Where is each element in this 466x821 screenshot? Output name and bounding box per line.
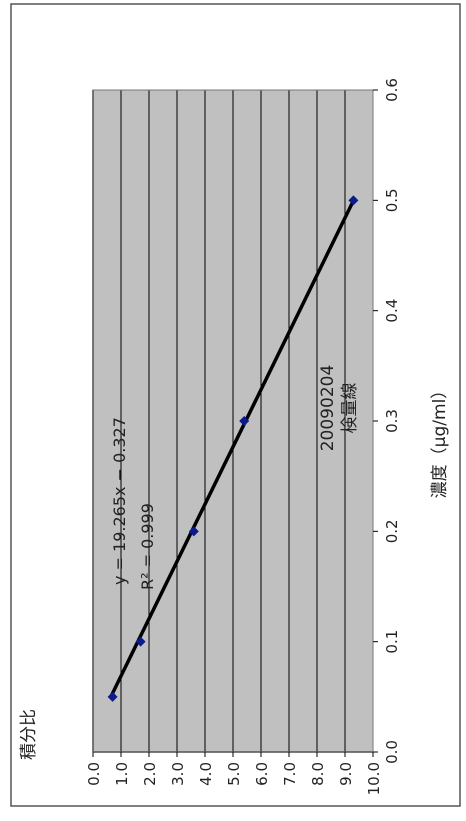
x-tick-label: 0.2 xyxy=(383,519,401,543)
chart-title-line2: 検量線 xyxy=(340,383,360,434)
y-tick-label: 8.0 xyxy=(309,762,327,786)
x-tick-label: 0.1 xyxy=(383,630,401,654)
x-axis-label: 濃度（μg/ml） xyxy=(430,382,450,499)
tick-labels: 0.0 1.0 2.0 3.0 4.0 5.0 6.0 7.0 8.0 9.0 10.00.00.1… xyxy=(85,78,401,795)
trendline-equation: y = 19.265x − 0.327 xyxy=(110,417,129,585)
x-tick-label: 0.3 xyxy=(383,409,401,433)
y-tick-label: 6.0 xyxy=(253,762,271,786)
r-squared-label: R² = 0.999 xyxy=(138,503,157,590)
y-tick-label: 9.0 xyxy=(337,762,355,786)
data-series xyxy=(107,195,359,702)
trendline xyxy=(109,199,356,698)
x-tick-label: 0.5 xyxy=(383,188,401,212)
y-tick-label: 1.0 xyxy=(113,762,131,786)
chart-title-line1: 20090204 xyxy=(318,365,338,452)
data-point xyxy=(188,526,199,537)
y-tick-label: 4.0 xyxy=(197,762,215,786)
x-tick-label: 0.4 xyxy=(383,299,401,323)
data-point xyxy=(348,195,359,206)
data-point xyxy=(239,416,250,426)
y-tick-label: 7.0 xyxy=(281,762,299,786)
data-point xyxy=(135,636,146,647)
y-tick-label: 2.0 xyxy=(141,762,159,786)
x-tick-label: 0.0 xyxy=(383,740,401,764)
y-tick-label: 5.0 xyxy=(225,762,243,786)
x-tick-label: 0.6 xyxy=(383,78,401,102)
y-tick-label: 3.0 xyxy=(169,762,187,786)
data-point xyxy=(107,691,118,702)
y-tick-label: 0.0 xyxy=(85,762,103,786)
y-tick-label: 10.0 xyxy=(365,762,383,795)
y-axis-label: 積分比 xyxy=(19,709,39,760)
